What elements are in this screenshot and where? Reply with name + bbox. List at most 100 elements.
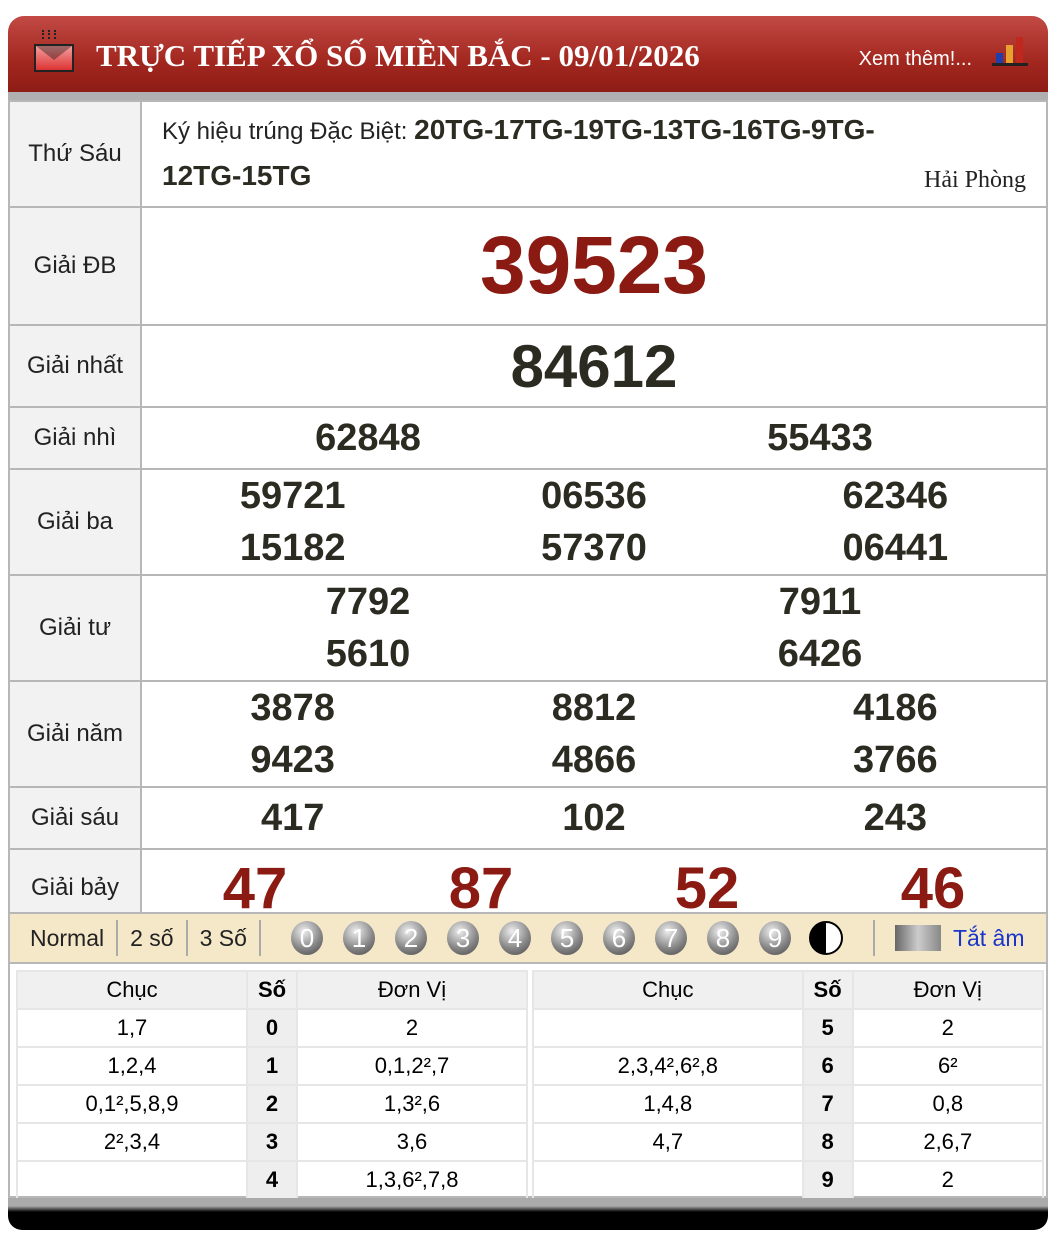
loto-chuc: 4,7 — [532, 1122, 804, 1162]
prize-number: 5610 — [325, 633, 411, 675]
prize-number: 4866 — [551, 739, 637, 781]
loto-chuc: 1,7 — [16, 1008, 248, 1048]
digit-ball-4[interactable]: 4 — [498, 921, 531, 955]
loto-donvi: 1,3²,6 — [296, 1084, 528, 1124]
prize-number: 9423 — [250, 739, 335, 781]
see-more-link[interactable]: Xem thêm!... — [858, 48, 972, 70]
loto-row: 2²,3,4 3 3,6 — [16, 1122, 528, 1162]
symbol-cell: Ký hiệu trúng Đặc Biệt: 20TG-17TG-19TG-1… — [140, 100, 1048, 208]
prize-number: 06441 — [842, 527, 949, 569]
divider — [872, 920, 875, 956]
prize-number: 52 — [674, 855, 740, 921]
prize-number: 417 — [260, 796, 325, 839]
loto-chuc: 2²,3,4 — [16, 1122, 248, 1162]
loto-so: 8 — [801, 1122, 854, 1162]
digit-ball-9[interactable]: 9 — [758, 921, 791, 955]
results-table: Thứ Sáu Ký hiệu trúng Đặc Biệt: 20TG-17T… — [8, 100, 1048, 928]
symbol-value: 20TG-17TG-19TG-13TG-16TG-9TG-12TG-15TG — [162, 114, 875, 191]
steam-icon — [34, 30, 74, 40]
prize-label: Giải nhì — [8, 406, 142, 470]
loto-so: 2 — [246, 1084, 298, 1124]
loto-so: 1 — [246, 1046, 298, 1086]
loto-table-right: Chục Số Đơn Vị 5 2 2,3,4²,6²,8 6 6² 1,4,8 7 0,8 4,7… — [532, 970, 1045, 1200]
location: Hải Phòng — [924, 167, 1026, 193]
prize-label: Giải ĐB — [8, 206, 142, 326]
loto-so: 4 — [246, 1160, 298, 1200]
chart-icon[interactable] — [992, 37, 1028, 66]
tab-2-so[interactable]: 2 số — [118, 920, 188, 956]
loto-donvi: 2,6,7 — [851, 1122, 1045, 1162]
digit-ball-7[interactable]: 7 — [654, 921, 687, 955]
loto-row: 1,2,4 1 0,1,2²,7 — [16, 1046, 528, 1086]
prize-number: 7792 — [325, 581, 411, 623]
prize-number: 6426 — [777, 633, 863, 675]
info-row: Thứ Sáu Ký hiệu trúng Đặc Biệt: 20TG-17T… — [8, 100, 1048, 208]
prize-number: 243 — [863, 796, 928, 839]
loto-chuc: 0,1²,5,8,9 — [16, 1084, 248, 1124]
digit-ball-8[interactable]: 8 — [706, 921, 739, 955]
prize-label: Giải sáu — [8, 786, 142, 850]
prize-label: Giải ba — [8, 468, 142, 576]
special-prize: 39523 — [140, 206, 1048, 326]
loto-col-header: Chục — [532, 970, 804, 1010]
first-prize: 84612 — [140, 324, 1048, 408]
digit-ball-6[interactable]: 6 — [602, 921, 635, 955]
loto-donvi: 2 — [851, 1008, 1045, 1048]
loto-donvi: 2 — [296, 1008, 528, 1048]
loto-donvi: 1,3,6²,7,8 — [296, 1160, 528, 1200]
prize-number: 55433 — [767, 416, 873, 459]
loto-row: 2,3,4²,6²,8 6 6² — [532, 1046, 1045, 1086]
loto-panel: Chục Số Đơn Vị 1,7 0 2 1,2,4 1 0,1,2²,7 0,1²,5,8,… — [8, 964, 1048, 1200]
prize-label: Giải năm — [8, 680, 142, 788]
loto-so: 6 — [801, 1046, 854, 1086]
prize-number: 102 — [562, 796, 626, 839]
prize-label: Giải nhất — [8, 324, 142, 408]
loto-donvi: 6² — [851, 1046, 1045, 1086]
loto-row: 4,7 8 2,6,7 — [532, 1122, 1045, 1162]
loto-row: 1,4,8 7 0,8 — [532, 1084, 1045, 1124]
prize-label: Giải tư — [8, 574, 142, 682]
loto-so: 9 — [801, 1160, 854, 1200]
digit-ball-1[interactable]: 1 — [342, 921, 375, 955]
loto-row: 1,7 0 2 — [16, 1008, 528, 1048]
day-label: Thứ Sáu — [8, 100, 142, 208]
prize-number: 15182 — [239, 527, 346, 569]
loto-header: Chục Số Đơn Vị — [16, 970, 528, 1010]
digit-ball-5[interactable]: 5 — [550, 921, 583, 955]
prize-number: 62848 — [315, 416, 421, 459]
prize-number: 87 — [448, 855, 514, 921]
prize-number: 57370 — [541, 527, 647, 569]
prize-number: 46 — [900, 855, 966, 921]
loto-donvi: 0,1,2²,7 — [296, 1046, 528, 1086]
prize-number: 47 — [222, 855, 288, 921]
footer-bar — [8, 1198, 1048, 1230]
loto-row: 0,1²,5,8,9 2 1,3²,6 — [16, 1084, 528, 1124]
loto-donvi: 2 — [851, 1160, 1045, 1200]
loto-so: 3 — [246, 1122, 298, 1162]
loto-chuc — [532, 1160, 804, 1200]
loto-chuc — [532, 1008, 804, 1048]
symbol-label: Ký hiệu trúng Đặc Biệt: — [162, 118, 415, 145]
loto-col-header: Đơn Vị — [296, 970, 528, 1010]
loto-col-header: Số — [801, 970, 854, 1010]
loto-so: 7 — [801, 1084, 854, 1124]
digit-ball-2[interactable]: 2 — [394, 921, 427, 955]
mute-link[interactable]: Tắt âm — [952, 924, 1025, 951]
prize-number: 4186 — [853, 687, 938, 729]
tab-normal[interactable]: Normal — [10, 920, 119, 956]
loto-col-header: Đơn Vị — [851, 970, 1045, 1010]
prize-number: 8812 — [551, 687, 637, 729]
loto-chuc: 1,4,8 — [532, 1084, 804, 1124]
loto-row: 4 1,3,6²,7,8 — [16, 1160, 528, 1200]
page-title: TRỰC TIẾP XỔ SỐ MIỀN BẮC - 09/01/2026 — [96, 38, 700, 73]
tab-3-so[interactable]: 3 Số — [188, 920, 261, 956]
digit-ball-3[interactable]: 3 — [446, 921, 479, 955]
prize-number: 7911 — [778, 581, 862, 623]
speaker-icon[interactable] — [894, 925, 941, 951]
loto-chuc: 2,3,4²,6²,8 — [532, 1046, 804, 1086]
digit-ball-0[interactable]: 0 — [290, 921, 323, 955]
yin-yang-icon[interactable] — [808, 921, 843, 955]
